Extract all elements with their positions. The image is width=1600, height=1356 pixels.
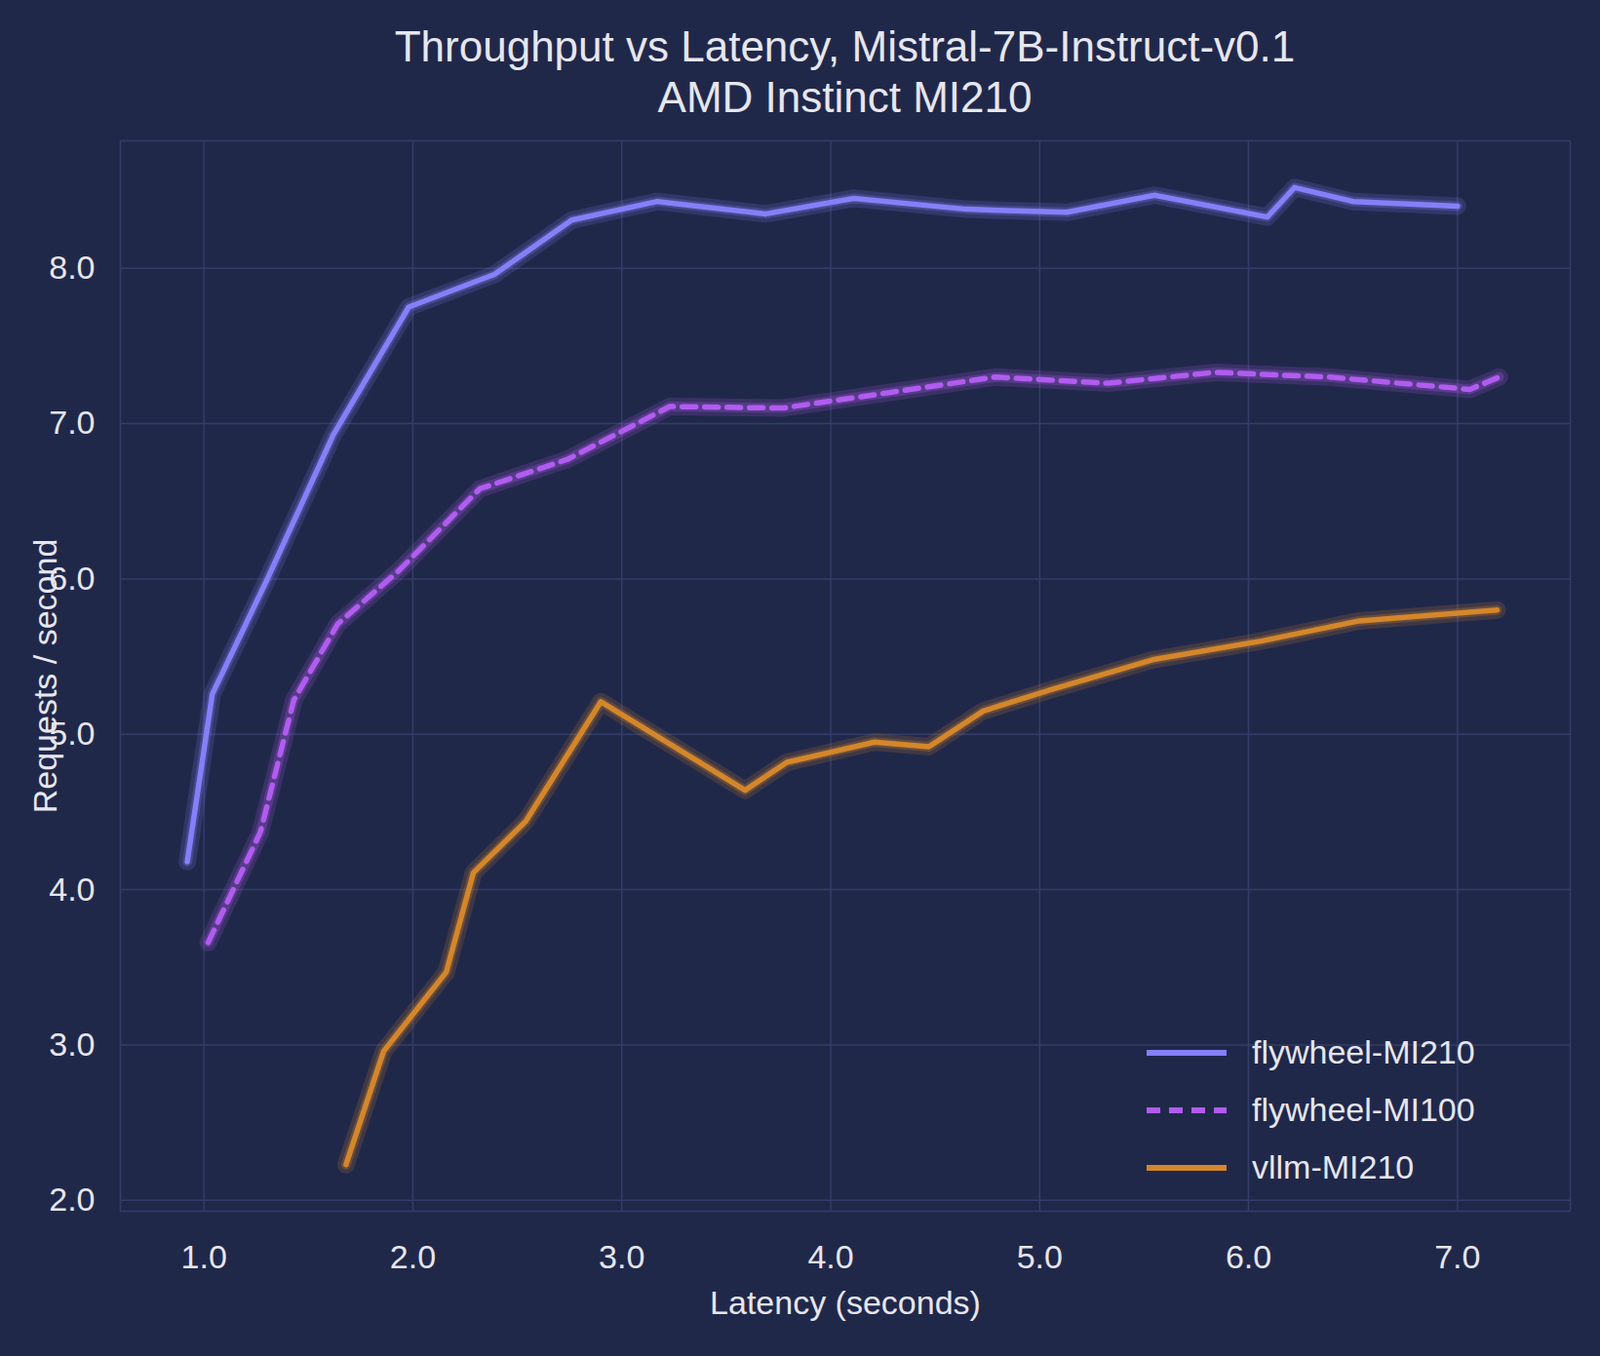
svg-text:5.0: 5.0 xyxy=(48,714,96,752)
svg-text:2.0: 2.0 xyxy=(48,1180,95,1218)
svg-text:Requests / second: Requests / second xyxy=(26,539,64,815)
svg-text:3.0: 3.0 xyxy=(598,1238,645,1276)
svg-text:3.0: 3.0 xyxy=(48,1025,95,1063)
svg-text:4.0: 4.0 xyxy=(48,870,95,908)
html-text:flywheel-MI210: flywheel-MI210 xyxy=(1251,1033,1475,1071)
svg-text:Latency (seconds): Latency (seconds) xyxy=(709,1284,981,1322)
svg-text:7.0: 7.0 xyxy=(48,403,95,441)
svg-text:1.0: 1.0 xyxy=(181,1238,228,1276)
svg-text:8.0: 8.0 xyxy=(48,248,95,286)
svg-text:7.0: 7.0 xyxy=(1434,1238,1481,1276)
svg-text:6.0: 6.0 xyxy=(1225,1238,1272,1276)
html-text:flywheel-MI100: flywheel-MI100 xyxy=(1251,1091,1475,1129)
svg-text:2.0: 2.0 xyxy=(390,1238,436,1276)
svg-text:4.0: 4.0 xyxy=(807,1238,854,1276)
svg-text:6.0: 6.0 xyxy=(48,559,96,597)
svg-text:5.0: 5.0 xyxy=(1016,1238,1063,1276)
html-text:AMD Instinct MI210: AMD Instinct MI210 xyxy=(657,73,1033,121)
html-text:vllm-MI210: vllm-MI210 xyxy=(1251,1148,1415,1186)
html-text:Throughput vs Latency, Mistral: Throughput vs Latency, Mistral-7B-Instru… xyxy=(394,22,1296,71)
